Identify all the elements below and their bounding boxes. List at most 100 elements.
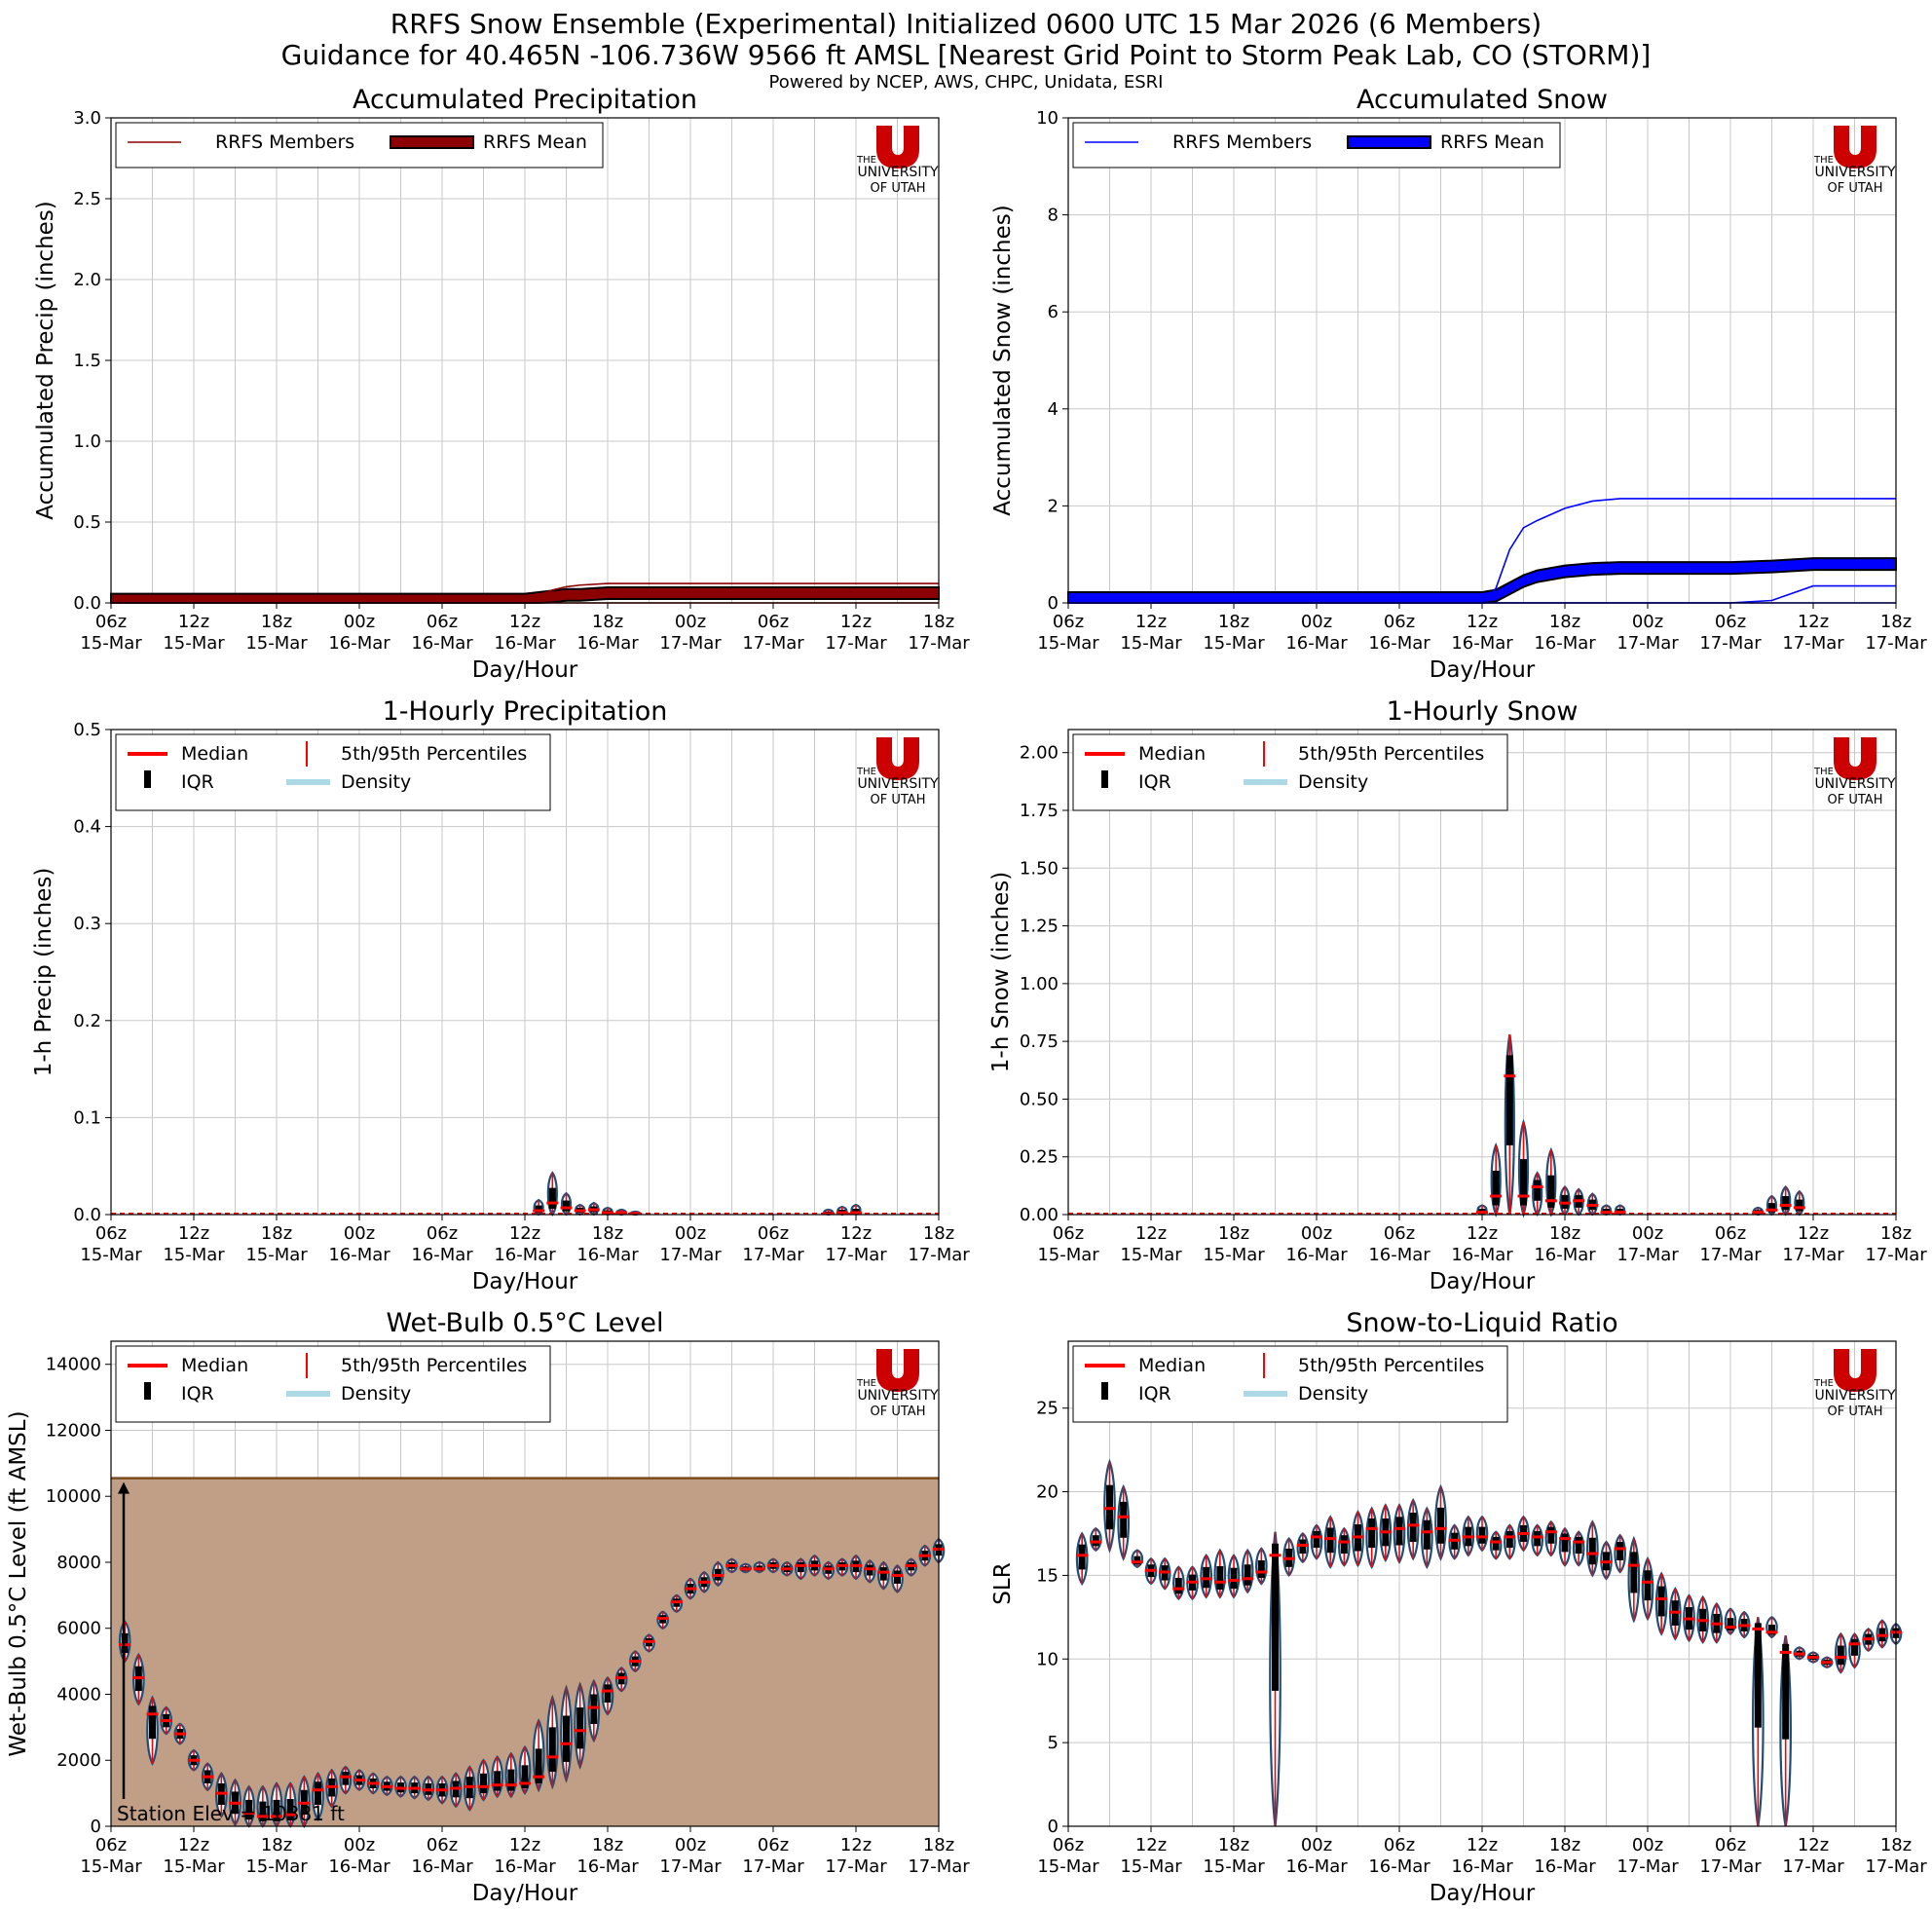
violin-iqr-box xyxy=(1423,1519,1430,1550)
violin xyxy=(876,1560,890,1591)
x-tick-hour: 12z xyxy=(178,612,209,632)
violin xyxy=(766,1557,780,1574)
violin xyxy=(1641,1556,1654,1622)
x-tick-day: 17-Mar xyxy=(659,633,722,654)
x-tick-hour: 06z xyxy=(1384,612,1415,632)
violin-iqr-box xyxy=(1505,1530,1513,1549)
legend-box xyxy=(1072,122,1561,169)
legend-density-label: Density xyxy=(1298,771,1368,793)
violin xyxy=(602,1206,613,1217)
violin xyxy=(836,1557,849,1577)
violin-iqr-box xyxy=(1409,1513,1417,1543)
x-axis-label: Day/Hour xyxy=(472,1881,578,1906)
y-tick-label: 1.5 xyxy=(73,351,101,371)
violin-iqr-box xyxy=(1616,1542,1624,1560)
violin xyxy=(1310,1523,1323,1560)
x-tick-hour: 18z xyxy=(261,1835,292,1855)
violin xyxy=(518,1744,532,1795)
violin-iqr-box xyxy=(1505,1055,1513,1145)
x-tick-hour: 18z xyxy=(1549,1835,1580,1855)
x-tick-hour: 06z xyxy=(758,612,789,632)
violin xyxy=(422,1775,435,1802)
violin xyxy=(1117,1483,1130,1561)
violin xyxy=(146,1695,159,1767)
x-tick-day: 16-Mar xyxy=(1285,1245,1348,1265)
violin xyxy=(1600,1540,1613,1581)
violin-iqr-box xyxy=(1326,1527,1334,1554)
plot-frame xyxy=(1067,117,1897,604)
legend-mean-swatch xyxy=(390,135,474,149)
logo-the: THE xyxy=(856,1378,876,1389)
x-tick-hour: 06z xyxy=(95,1223,127,1244)
violin xyxy=(545,1694,559,1790)
x-tick-hour: 06z xyxy=(1715,1223,1746,1244)
x-tick-day: 16-Mar xyxy=(1451,633,1513,654)
violin xyxy=(173,1722,187,1745)
violin xyxy=(1779,1635,1792,1827)
violin-iqr-box xyxy=(1368,1518,1376,1549)
violin xyxy=(1337,1526,1351,1567)
violin xyxy=(380,1775,393,1797)
violin xyxy=(753,1560,766,1574)
violin xyxy=(1434,1483,1447,1561)
violin xyxy=(449,1772,463,1809)
x-tick-hour: 18z xyxy=(923,1223,954,1244)
violin xyxy=(780,1560,794,1577)
violin-iqr-box xyxy=(315,1781,321,1805)
x-tick-hour: 06z xyxy=(427,612,458,632)
legend-iqr-label: IQR xyxy=(181,1383,214,1405)
legend-median-label: Median xyxy=(1138,743,1206,765)
violin xyxy=(1089,1527,1102,1552)
violin-iqr-box xyxy=(1782,1643,1790,1740)
violin xyxy=(229,1778,242,1827)
logo-the: THE xyxy=(1813,1378,1834,1389)
logo-utah: OF UTAH xyxy=(1828,793,1883,807)
x-tick-day: 15-Mar xyxy=(80,1856,142,1877)
violin xyxy=(905,1557,918,1577)
x-tick-day: 16-Mar xyxy=(328,633,390,654)
chart-title: Snow-to-Liquid Ratio xyxy=(1346,1308,1617,1338)
x-tick-hour: 12z xyxy=(1467,1223,1498,1244)
violin xyxy=(297,1775,311,1828)
violin-iqr-box xyxy=(1257,1559,1265,1578)
violin-iqr-box xyxy=(507,1769,515,1791)
violin xyxy=(504,1751,518,1799)
violin xyxy=(711,1560,724,1588)
x-tick-hour: 00z xyxy=(1632,1835,1663,1855)
x-axis-label: Day/Hour xyxy=(1430,1881,1536,1906)
violin-iqr-box xyxy=(1534,1530,1542,1547)
x-tick-day: 16-Mar xyxy=(1451,1856,1513,1877)
x-tick-day: 16-Mar xyxy=(576,633,639,654)
x-tick-hour: 12z xyxy=(1135,1223,1167,1244)
y-tick-label: 0.4 xyxy=(73,817,101,838)
violin xyxy=(1668,1587,1682,1641)
chart-panel-4: 1-Hourly Snow 0.00 0.25 0.50 0.75 1.00 1.25 1.5… xyxy=(988,696,1927,1294)
y-tick-label: 6000 xyxy=(56,1619,101,1639)
x-tick-day: 16-Mar xyxy=(1285,633,1348,654)
violin-iqr-box xyxy=(1644,1570,1652,1601)
violin xyxy=(1503,1523,1516,1560)
violin xyxy=(656,1610,670,1630)
x-tick-hour: 06z xyxy=(95,612,127,632)
violin xyxy=(366,1772,380,1795)
x-tick-hour: 00z xyxy=(344,1223,375,1244)
violin xyxy=(1158,1556,1171,1591)
x-tick-day: 17-Mar xyxy=(908,1245,970,1265)
x-tick-hour: 00z xyxy=(344,1835,375,1855)
y-tick-label: 0.5 xyxy=(73,512,101,533)
x-tick-day: 16-Mar xyxy=(328,1856,390,1877)
violin-iqr-box xyxy=(1657,1586,1665,1617)
x-tick-hour: 06z xyxy=(1053,612,1084,632)
violin-iqr-box xyxy=(590,1694,598,1724)
violin xyxy=(1379,1503,1393,1563)
x-tick-day: 15-Mar xyxy=(1037,1856,1099,1877)
y-tick-label: 5 xyxy=(1048,1733,1059,1753)
x-tick-day: 17-Mar xyxy=(742,1856,804,1877)
logo-university: UNIVERSITY xyxy=(1814,776,1896,792)
legend-pct-label: 5th/95th Percentiles xyxy=(1298,1355,1484,1376)
violin xyxy=(463,1765,476,1812)
legend-box xyxy=(1072,733,1508,811)
x-tick-hour: 12z xyxy=(840,1223,872,1244)
violin-iqr-box xyxy=(535,1205,542,1214)
x-tick-hour: 12z xyxy=(1798,1835,1829,1855)
